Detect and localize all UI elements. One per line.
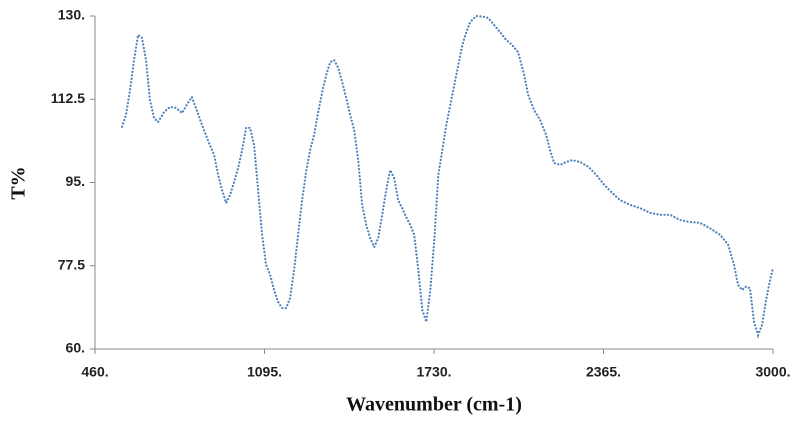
y-tick-label: 77.5 [58,256,85,272]
y-tick-label: 95. [66,173,85,189]
x-tick-label: 1730. [416,364,451,380]
y-tick-label: 130. [58,7,85,23]
x-axis-label: Wavenumber (cm-1) [346,394,522,416]
y-tick-label: 60. [66,340,85,356]
x-tick-label: 460. [81,364,108,380]
x-tick-label: 3000. [755,364,790,380]
x-tick-label: 1095. [247,364,282,380]
y-tick-label: 112.5 [51,90,85,106]
y-axis-label: T% [8,166,30,199]
spectrum-line [120,14,775,339]
x-tick-label: 2365. [586,364,621,380]
